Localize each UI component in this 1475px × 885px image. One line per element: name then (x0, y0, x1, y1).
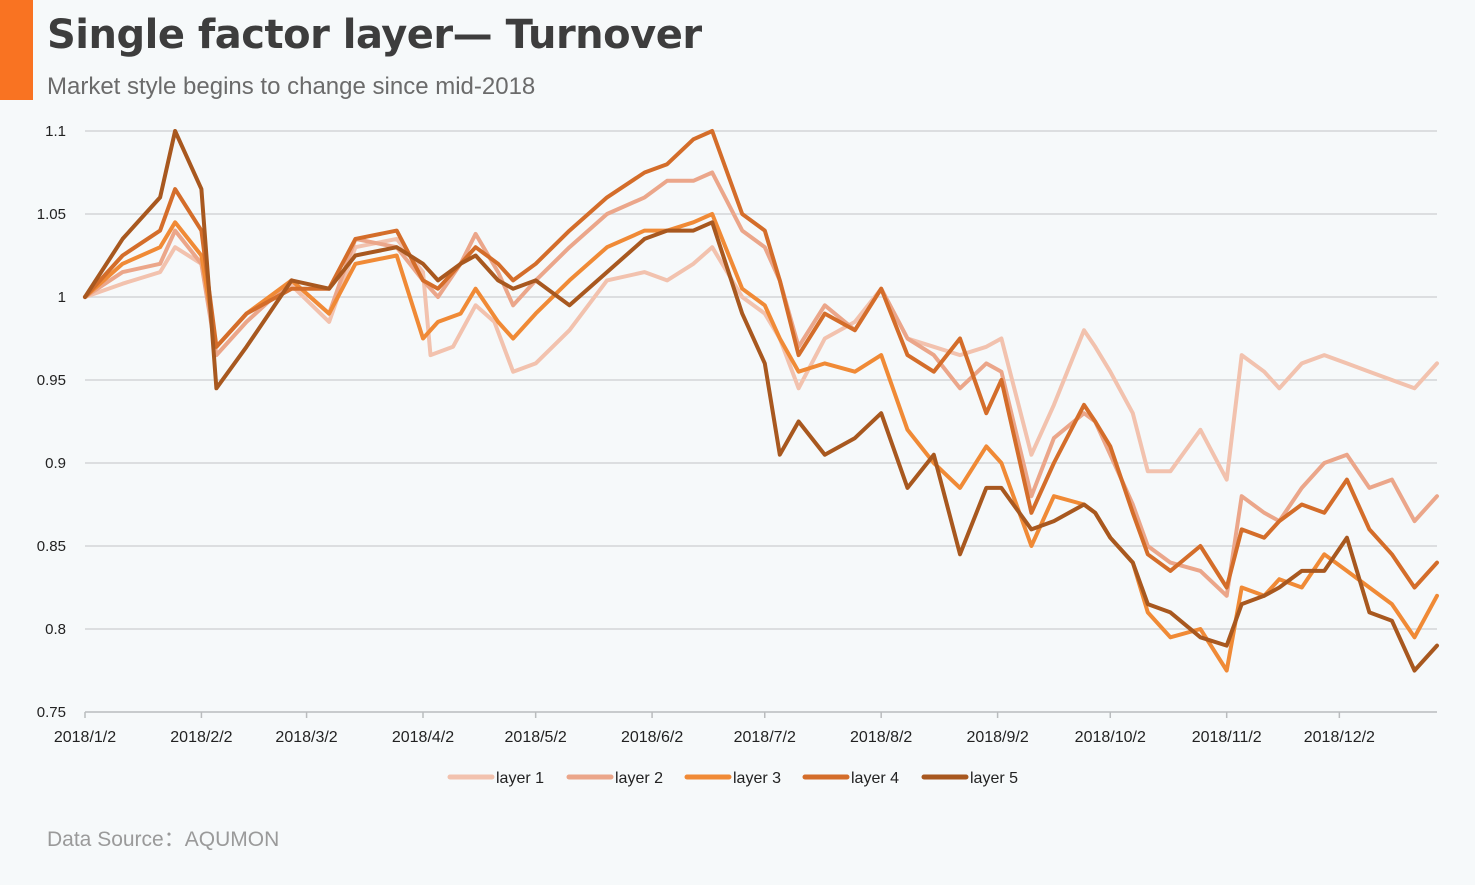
x-tick-label: 2018/1/2 (54, 729, 116, 746)
x-tick-label: 2018/11/2 (1192, 729, 1262, 746)
chart-title: Single factor layer— Turnover (47, 12, 702, 58)
plot-area (83, 129, 1439, 673)
y-tick-label: 1.1 (45, 123, 66, 140)
y-tick-label: 0.95 (37, 372, 66, 389)
legend-label-layer-5: layer 5 (970, 770, 1018, 787)
y-axis: 0.75 0.8 0.85 0.9 0.95 1 1.05 1.1 (37, 123, 66, 721)
x-tick-label: 2018/2/2 (170, 729, 232, 746)
y-tick-label: 1.05 (37, 206, 66, 223)
x-tick-label: 2018/8/2 (850, 729, 912, 746)
y-tick-label: 0.85 (37, 538, 66, 555)
legend-label-layer-2: layer 2 (615, 770, 663, 787)
accent-bar (0, 0, 33, 100)
legend: layer 1 layer 2 layer 3 layer 4 layer 5 (447, 770, 1018, 787)
x-tick-label: 2018/7/2 (734, 729, 796, 746)
data-source-note: Data Source：AQUMON (47, 828, 280, 851)
legend-label-layer-3: layer 3 (733, 770, 781, 787)
y-tick-label: 0.75 (37, 704, 66, 721)
series-line-layer-4 (83, 129, 1439, 590)
x-tick-label: 2018/3/2 (275, 729, 337, 746)
series-line-layer-5 (83, 129, 1439, 673)
y-tick-label: 0.8 (45, 621, 66, 638)
series-line-layer-3 (83, 212, 1439, 673)
y-tick-label: 1 (58, 289, 66, 306)
x-tick-label: 2018/5/2 (505, 729, 567, 746)
x-tick-label: 2018/4/2 (392, 729, 454, 746)
y-tick-label: 0.9 (45, 455, 66, 472)
series-line-layer-1 (83, 236, 1439, 482)
x-tick-label: 2018/9/2 (966, 729, 1028, 746)
chart-subtitle: Market style begins to change since mid-… (47, 73, 536, 100)
x-axis: 2018/1/2 2018/2/2 2018/3/2 2018/4/2 2018/5/2… (54, 711, 1437, 746)
x-tick-label: 2018/10/2 (1075, 729, 1146, 746)
legend-label-layer-4: layer 4 (851, 770, 899, 787)
x-tick-label: 2018/6/2 (621, 729, 683, 746)
series-line-layer-2 (83, 170, 1439, 598)
legend-label-layer-1: layer 1 (496, 770, 544, 787)
x-tick-label: 2018/12/2 (1304, 729, 1375, 746)
